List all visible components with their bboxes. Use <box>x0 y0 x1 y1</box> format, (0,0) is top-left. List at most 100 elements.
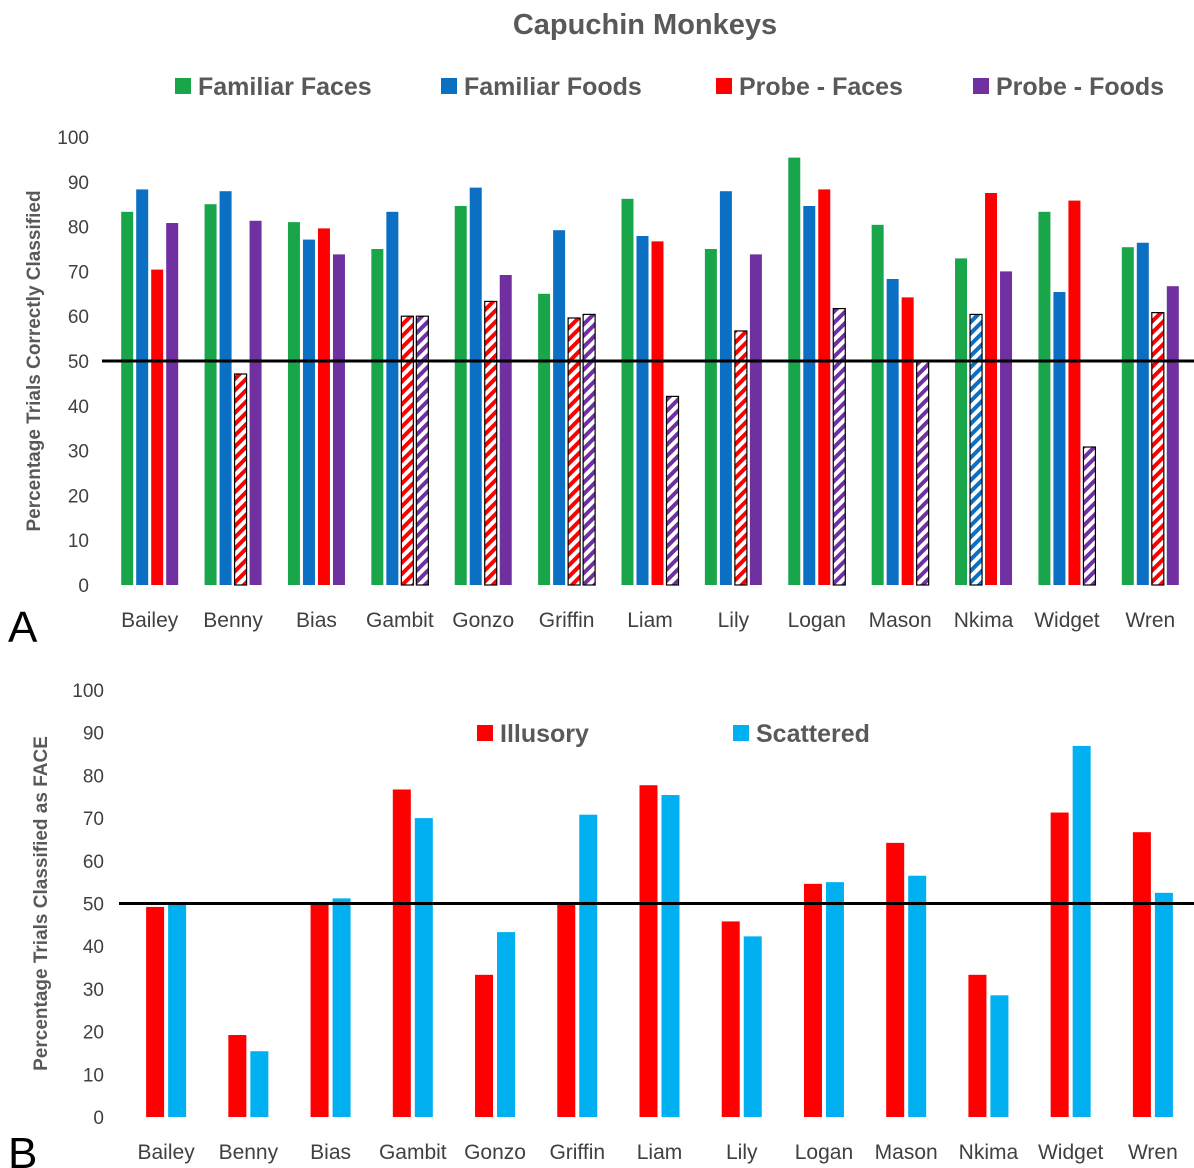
bar-probe-foods-liam <box>665 395 680 586</box>
bar-probe-faces-liam <box>651 241 664 585</box>
bar-probe-faces-nkima <box>985 193 998 585</box>
legend-label-familiar-foods: Familiar Foods <box>464 73 642 101</box>
y-tick-label: 80 <box>83 766 104 787</box>
bar-scattered-widget <box>1072 745 1091 1117</box>
category-label-lily: Lily <box>726 1141 758 1164</box>
y-tick-label: 10 <box>83 1065 104 1086</box>
category-label-griffin: Griffin <box>549 1141 605 1164</box>
bar-scattered-liam <box>661 795 680 1117</box>
category-label-wren: Wren <box>1128 1141 1178 1164</box>
y-tick-label: 20 <box>68 486 89 507</box>
category-label-liam: Liam <box>637 1141 683 1164</box>
y-tick-label: 30 <box>83 980 104 1001</box>
category-label-benny: Benny <box>219 1141 279 1164</box>
legend-swatch-familiar-faces <box>175 78 191 94</box>
legend-label-probe-faces: Probe - Faces <box>739 73 903 101</box>
legend-swatch-probe-foods <box>973 78 989 94</box>
legend-label-familiar-faces: Familiar Faces <box>198 73 372 101</box>
bar-familiar-foods-benny <box>219 191 232 585</box>
panel-a-letter: A <box>8 603 38 652</box>
bar-familiar-faces-wren <box>1121 247 1134 585</box>
category-label-griffin: Griffin <box>539 609 595 632</box>
legend-label-probe-foods: Probe - Foods <box>996 73 1164 101</box>
y-tick-label: 80 <box>68 218 89 239</box>
y-tick-label: 40 <box>68 397 89 418</box>
panel-a-chart: 0 10 20 30 40 50 60 70 80 90 100 Percentage Trials … <box>24 73 1194 632</box>
y-tick-label: 100 <box>72 681 104 702</box>
bar-illusory-widget <box>1050 812 1069 1117</box>
bar-probe-foods-bailey <box>166 223 179 586</box>
category-label-liam: Liam <box>627 609 673 632</box>
bar-scattered-griffin <box>579 814 598 1117</box>
bar-probe-faces-gambit <box>400 315 414 586</box>
y-tick-label: 100 <box>57 128 89 149</box>
bar-probe-faces-mason <box>901 297 914 585</box>
bar-familiar-foods-bias <box>302 239 315 586</box>
category-label-nkima: Nkima <box>954 609 1014 632</box>
y-tick-label: 0 <box>93 1108 104 1129</box>
y-tick-label: 90 <box>68 173 89 194</box>
bar-illusory-gambit <box>392 789 411 1117</box>
legend-label-scattered: Scattered <box>756 720 870 748</box>
bar-probe-faces-bailey <box>151 269 164 585</box>
bar-familiar-faces-benny <box>204 204 217 585</box>
bar-probe-faces-wren <box>1151 312 1165 586</box>
bar-familiar-foods-liam <box>636 236 649 585</box>
bar-familiar-faces-bias <box>287 222 300 585</box>
bar-probe-faces-bias <box>317 228 330 585</box>
category-label-nkima: Nkima <box>959 1141 1019 1164</box>
bar-scattered-bailey <box>168 903 187 1117</box>
category-label-bailey: Bailey <box>138 1141 196 1164</box>
bar-probe-faces-gonzo <box>484 300 498 586</box>
bar-probe-faces-lily <box>734 330 748 586</box>
category-label-widget: Widget <box>1034 609 1100 632</box>
bar-familiar-faces-liam <box>621 198 634 585</box>
bar-familiar-faces-lily <box>704 249 717 585</box>
bar-familiar-faces-logan <box>788 157 801 585</box>
category-label-bias: Bias <box>296 609 337 632</box>
category-label-wren: Wren <box>1125 609 1175 632</box>
bar-probe-foods-lily <box>749 254 762 585</box>
panel-b-chart: 0 10 20 30 40 50 60 70 80 90 100 Percentage Trials … <box>31 681 1194 1164</box>
category-label-bailey: Bailey <box>121 609 179 632</box>
category-label-mason: Mason <box>875 1141 938 1164</box>
legend-swatch-scattered <box>733 725 749 741</box>
bar-illusory-bias <box>310 903 329 1117</box>
bar-familiar-foods-mason <box>886 279 899 585</box>
y-tick-label: 50 <box>68 352 89 373</box>
category-label-bias: Bias <box>310 1141 351 1164</box>
bar-scattered-mason <box>908 875 927 1117</box>
y-tick-label: 0 <box>78 576 89 597</box>
bar-probe-faces-widget <box>1068 200 1081 585</box>
figure-title: Capuchin Monkeys <box>513 9 777 41</box>
bar-familiar-foods-logan <box>803 205 816 585</box>
bar-familiar-foods-gambit <box>386 211 399 586</box>
category-label-gonzo: Gonzo <box>464 1141 526 1164</box>
y-tick-label: 90 <box>83 724 104 745</box>
bar-scattered-nkima <box>990 995 1009 1117</box>
y-tick-label: 50 <box>83 895 104 916</box>
bar-illusory-gonzo <box>475 974 494 1117</box>
y-axis-label: Percentage Trials Correctly Classified <box>24 190 45 531</box>
y-tick-label: 60 <box>68 307 89 328</box>
bar-familiar-foods-griffin <box>553 230 566 585</box>
bar-familiar-faces-widget <box>1038 211 1051 586</box>
bar-probe-foods-widget <box>1082 446 1097 586</box>
bar-scattered-bias <box>332 898 351 1117</box>
bar-scattered-logan <box>825 882 844 1117</box>
bar-illusory-griffin <box>557 903 576 1117</box>
bar-familiar-faces-griffin <box>538 293 551 585</box>
bar-scattered-wren <box>1154 892 1173 1117</box>
bar-probe-foods-nkima <box>1000 271 1013 585</box>
bar-familiar-foods-gonzo <box>469 187 482 585</box>
category-label-gambit: Gambit <box>366 609 434 632</box>
bar-illusory-wren <box>1132 832 1151 1117</box>
bar-illusory-liam <box>639 785 658 1117</box>
y-tick-label: 10 <box>68 531 89 552</box>
bar-illusory-lily <box>721 921 740 1117</box>
bar-probe-faces-benny <box>233 373 248 586</box>
bar-illusory-logan <box>803 883 822 1117</box>
legend-swatch-familiar-foods <box>441 78 457 94</box>
legend-swatch-probe-faces <box>716 78 732 94</box>
